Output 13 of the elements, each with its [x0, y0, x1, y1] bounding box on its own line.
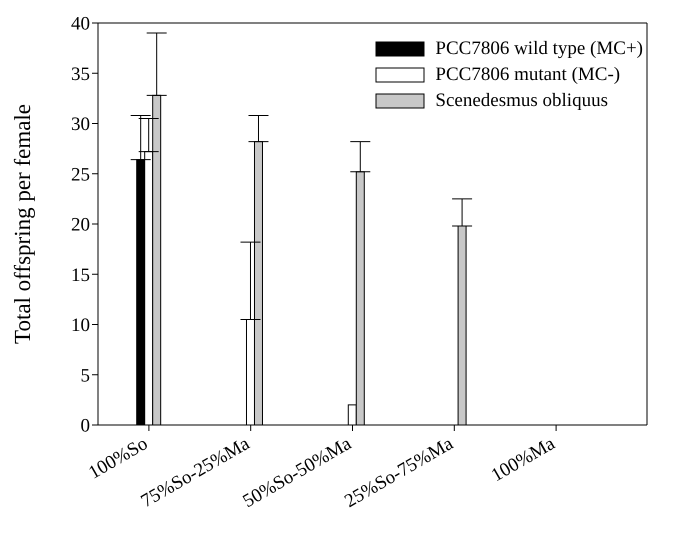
y-tick-label: 40 [71, 14, 90, 35]
legend-label: Scenedesmus obliquus [435, 90, 608, 112]
y-tick-label: 15 [71, 264, 90, 286]
legend-label: PCC7806 wild type (MC+) [435, 38, 643, 60]
y-axis-title: Total offspring per female [10, 104, 36, 344]
y-tick-label: 30 [71, 114, 90, 136]
y-tick-label: 20 [71, 214, 90, 236]
y-tick-label: 5 [80, 365, 90, 386]
y-tick-label: 0 [80, 416, 90, 437]
legend-label: PCC7806 mutant (MC-) [435, 64, 620, 86]
y-tick-label: 10 [71, 315, 90, 336]
y-tick-label: 25 [71, 164, 90, 186]
y-tick-label: 35 [71, 64, 90, 85]
